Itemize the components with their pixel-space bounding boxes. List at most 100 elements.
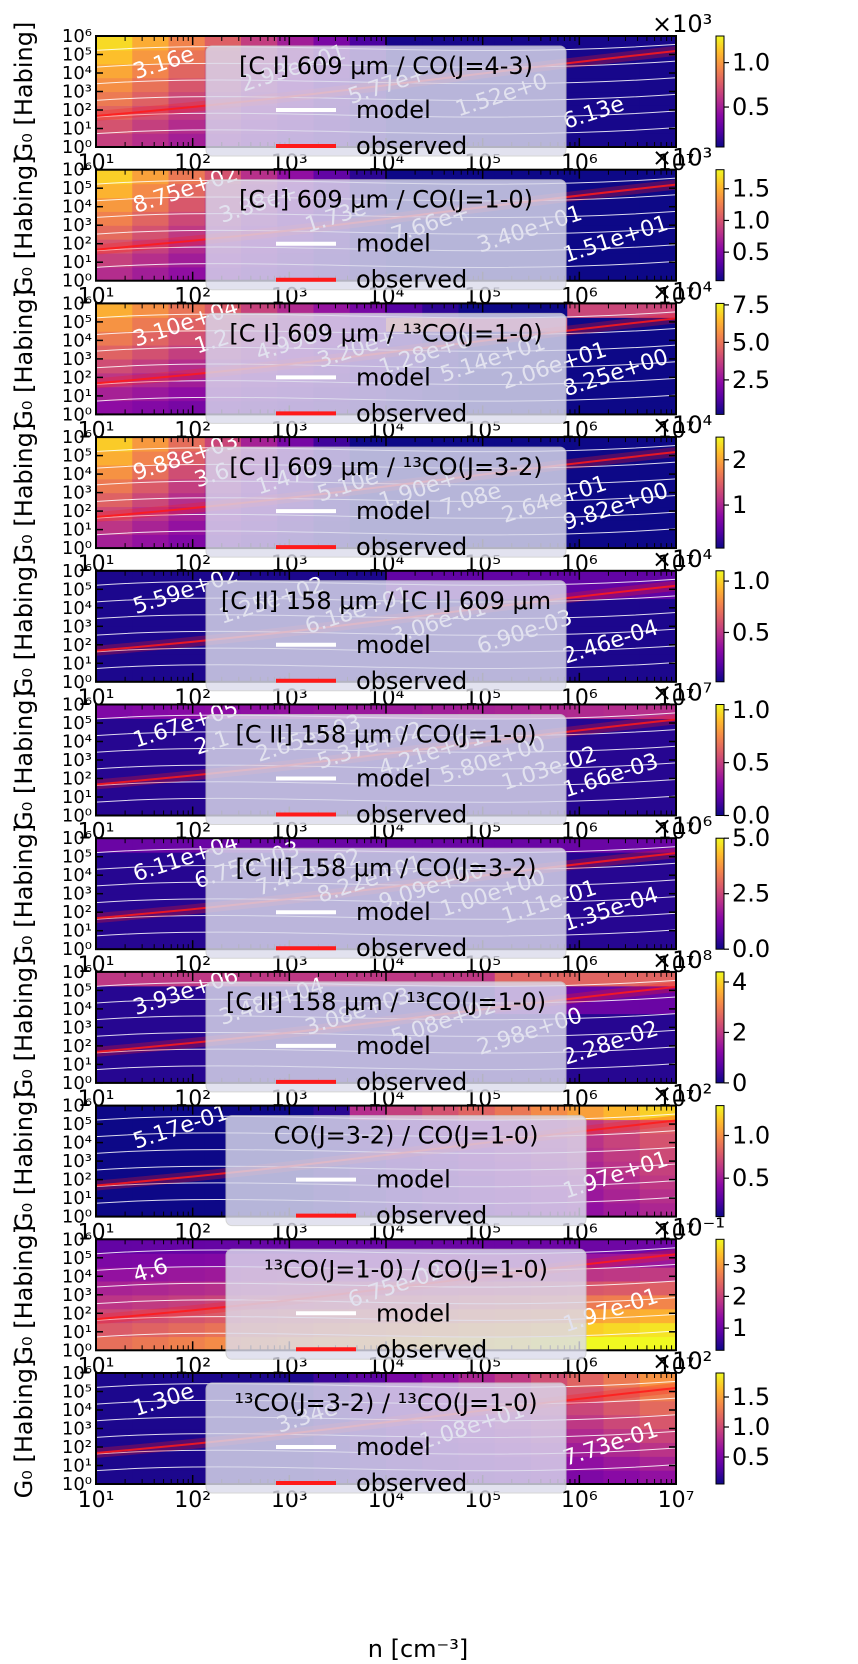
- heatmap-cell: [603, 372, 641, 388]
- heatmap-cell: [168, 1470, 206, 1485]
- colorbar: 0.5 1.0 ×10³: [652, 10, 770, 148]
- heatmap-cell: [567, 787, 605, 803]
- heatmap-cell: [132, 1202, 170, 1218]
- y-tick-label: 10¹: [62, 921, 92, 942]
- y-tick-label: 10⁴: [62, 63, 92, 84]
- y-tick-label: 10⁰: [62, 404, 92, 425]
- y-tick-label: 10¹: [62, 119, 92, 140]
- y-tick-label: 10⁰: [62, 806, 92, 827]
- heatmap-cell: [639, 1013, 677, 1028]
- heatmap-cell: [567, 999, 605, 1015]
- heatmap-cell: [132, 1322, 170, 1338]
- heatmap-cell: [96, 400, 133, 415]
- heatmap-cell: [132, 1386, 170, 1402]
- heatmap-cell: [567, 252, 605, 268]
- y-tick-label: 10⁶: [62, 1096, 92, 1117]
- heatmap-cell: [132, 584, 170, 600]
- heatmap-cell: [603, 1442, 641, 1457]
- y-tick-label: 10¹: [62, 520, 92, 541]
- legend-title: [C II] 158 μm / CO(J=3-2): [235, 854, 536, 882]
- heatmap-cell: [132, 1428, 170, 1443]
- heatmap-cell: [96, 1456, 133, 1471]
- heatmap-cell: [168, 119, 206, 134]
- y-tick-label: 10⁴: [62, 598, 92, 619]
- heatmap-cell: [603, 133, 641, 148]
- heatmap-cell: [132, 1442, 170, 1457]
- y-tick-label: 10⁵: [62, 312, 92, 333]
- heatmap-cell: [96, 197, 133, 212]
- heatmap-cell: [567, 732, 605, 747]
- heatmap-cell: [603, 534, 641, 549]
- heatmap-cell: [96, 865, 133, 881]
- heatmap-cell: [567, 971, 605, 987]
- heatmap-cell: [168, 1239, 206, 1254]
- heatmap-cell: [567, 1069, 605, 1084]
- legend-box: [205, 981, 567, 1093]
- y-tick-label: 10²: [62, 1437, 92, 1458]
- colorbar-tick-label: 7.5: [732, 291, 770, 319]
- heatmap-cell: [132, 598, 170, 614]
- y-tick-label: 10⁶: [62, 1363, 92, 1384]
- heatmap-cell: [96, 49, 133, 65]
- heatmap-cell: [96, 77, 133, 93]
- colorbar-tick-label: 1: [732, 491, 747, 519]
- colorbar-tick-label: 3: [732, 1251, 747, 1279]
- heatmap-cell: [132, 492, 170, 508]
- heatmap-cell: [168, 386, 206, 402]
- heatmap-cell: [567, 464, 605, 480]
- colorbar-multiplier: ×10⁴: [652, 545, 712, 573]
- heatmap-cell: [168, 852, 206, 867]
- heatmap-cell: [132, 838, 170, 853]
- y-axis-label: G₀ [Habing]: [10, 1225, 38, 1365]
- heatmap-cell: [168, 133, 206, 148]
- heatmap-cell: [132, 1239, 170, 1254]
- y-tick-label: 10⁵: [62, 579, 92, 600]
- heatmap-cell: [96, 584, 133, 600]
- legend: [C II] 158 μm / ¹³CO(J=1-0) model observed: [205, 981, 567, 1096]
- y-tick-label: 10³: [62, 1017, 92, 1038]
- y-axis-label: G₀ [Habing]: [10, 423, 38, 563]
- legend-title: [C I] 609 μm / ¹³CO(J=3-2): [229, 453, 542, 481]
- y-tick-label: 10⁶: [62, 828, 92, 849]
- y-axis-label: G₀ [Habing]: [10, 1091, 38, 1231]
- colorbar-multiplier: ×10⁷: [652, 679, 712, 707]
- panel-8: 3.93e+063.48e+043.08e+035.08e+022.98e+00…: [10, 946, 747, 1112]
- y-tick-label: 10²: [62, 769, 92, 790]
- heatmap-cell: [96, 169, 133, 185]
- heatmap-cell: [96, 492, 133, 508]
- heatmap-cell: [96, 999, 133, 1015]
- colorbar-tick-label: 1.0: [732, 1413, 770, 1441]
- heatmap-cell: [168, 746, 206, 761]
- heatmap-cell: [567, 746, 605, 761]
- heatmap-cell: [168, 77, 206, 93]
- heatmap-cell: [603, 935, 641, 950]
- colorbar-gradient: [715, 1238, 725, 1351]
- heatmap-cell: [603, 893, 641, 909]
- panel-2: 8.75e+023.88e+1.73e7.66e+3.40e+011.51e+0…: [10, 144, 770, 310]
- colorbar: 0.5 1.0 ×10⁴: [652, 545, 770, 683]
- y-axis-label: G₀ [Habing]: [10, 824, 38, 964]
- y-tick-label: 10³: [62, 616, 92, 637]
- heatmap-cell: [96, 787, 133, 803]
- heatmap-cell: [567, 598, 605, 614]
- heatmap-cell: [603, 1041, 641, 1056]
- y-tick-label: 10⁰: [62, 1474, 92, 1495]
- heatmap-cell: [132, 63, 170, 79]
- panel-6: 1.67e+052.12.65e+035.37e+024.21e+015.80e…: [10, 679, 770, 845]
- legend-title: ¹³CO(J=3-2) / ¹³CO(J=1-0): [234, 1389, 537, 1417]
- panel-3: 3.10e+041.24.99e+3.20e+1.28e+05.14e+012.…: [10, 277, 770, 443]
- y-axis-label: G₀ [Habing]: [10, 690, 38, 830]
- legend: [C II] 158 μm / [C I] 609 μm model observe…: [205, 580, 567, 695]
- heatmap-cell: [639, 464, 677, 480]
- y-tick-label: 10⁵: [62, 847, 92, 868]
- y-tick-label: 10³: [62, 1419, 92, 1440]
- legend-title: [C II] 158 μm / ¹³CO(J=1-0): [226, 988, 546, 1016]
- heatmap-cell: [567, 654, 605, 669]
- heatmap-cell: [567, 197, 605, 212]
- y-tick-label: 10⁶: [62, 695, 92, 716]
- colorbar: 1 2 3×10⁻¹: [652, 1213, 747, 1351]
- y-tick-label: 10⁶: [62, 293, 92, 314]
- heatmap-cell: [639, 801, 677, 817]
- heatmap-cell: [567, 211, 605, 226]
- heatmap-cell: [96, 654, 133, 669]
